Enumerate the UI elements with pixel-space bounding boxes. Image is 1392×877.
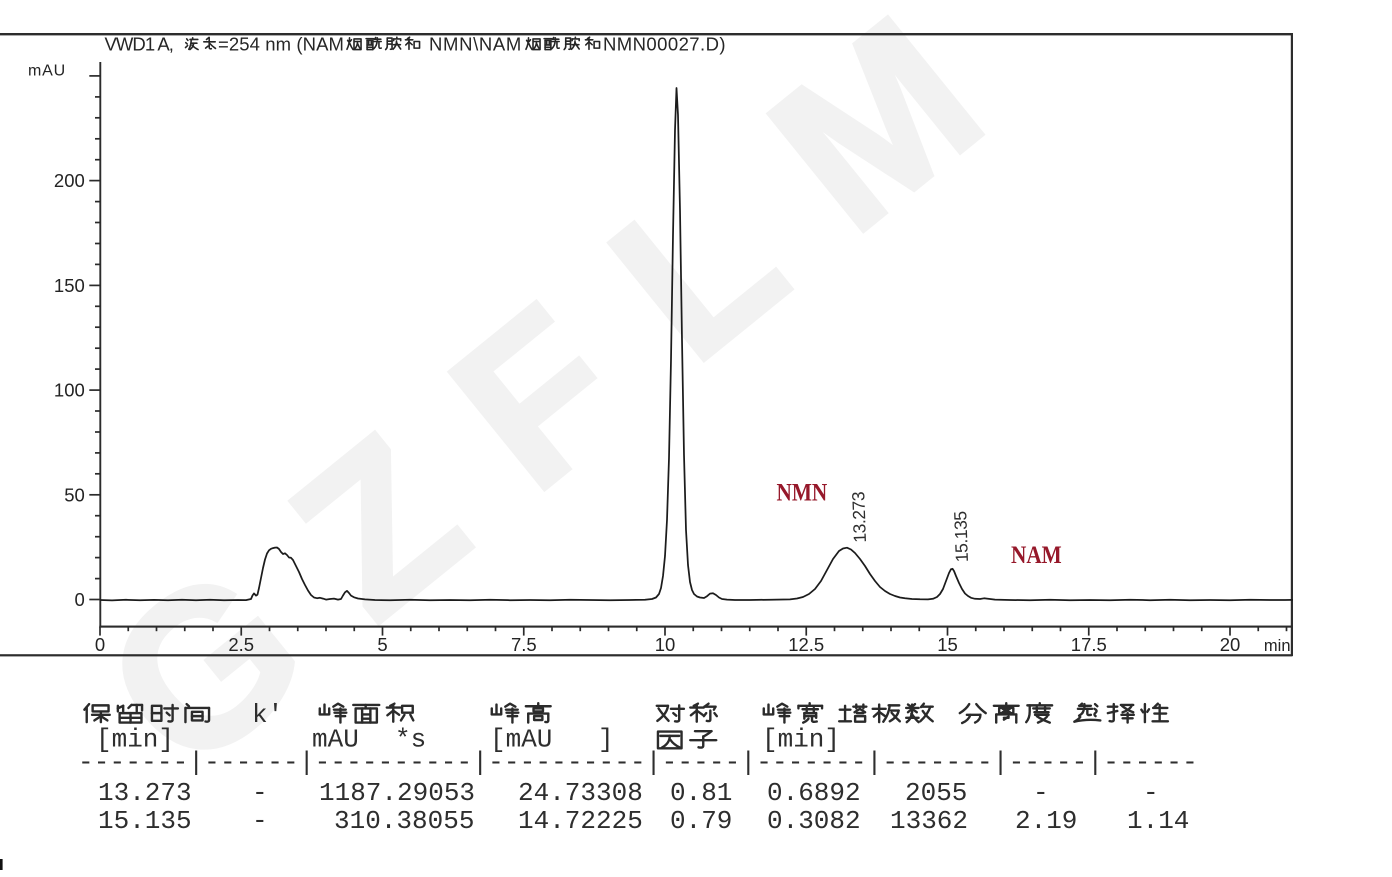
svg-text:[mAU: [mAU xyxy=(490,725,552,755)
svg-text:min: min xyxy=(1264,637,1291,655)
svg-text:10: 10 xyxy=(655,634,676,655)
svg-text:100: 100 xyxy=(54,380,85,401)
svg-text:7.5: 7.5 xyxy=(511,634,537,655)
svg-text:2.19: 2.19 xyxy=(1015,806,1077,836)
svg-text:]: ] xyxy=(598,725,614,755)
svg-text:-: - xyxy=(252,778,268,808)
svg-text:0: 0 xyxy=(75,589,85,610)
svg-text:24.73308: 24.73308 xyxy=(518,778,643,808)
svg-text:20: 20 xyxy=(1220,634,1241,655)
svg-text:200: 200 xyxy=(54,170,85,191)
svg-text:[min]: [min] xyxy=(762,725,840,755)
svg-text:0.81: 0.81 xyxy=(670,778,732,808)
svg-text:0.3082: 0.3082 xyxy=(767,806,861,836)
svg-text:15.135: 15.135 xyxy=(98,806,192,836)
svg-text:NMN: NMN xyxy=(777,479,828,507)
svg-text:13362: 13362 xyxy=(890,806,968,836)
svg-text:5: 5 xyxy=(377,634,387,655)
svg-text:NMN\NAM: NMN\NAM xyxy=(429,34,522,55)
svg-text:0: 0 xyxy=(95,634,105,655)
svg-text:-------|------|----------|----: -------|------|----------|----------|---… xyxy=(78,748,1198,778)
svg-text:15.135: 15.135 xyxy=(950,510,972,562)
svg-text:-: - xyxy=(1033,778,1049,808)
svg-text:2.5: 2.5 xyxy=(228,634,254,655)
svg-text:mAU: mAU xyxy=(28,63,66,80)
svg-text:150: 150 xyxy=(54,275,85,296)
svg-text:13.273: 13.273 xyxy=(98,778,192,808)
svg-text:-: - xyxy=(1143,778,1159,808)
svg-text:50: 50 xyxy=(64,484,85,505)
svg-text:-: - xyxy=(252,806,268,836)
svg-text:[min]: [min] xyxy=(96,725,174,755)
svg-text:*s: *s xyxy=(395,725,426,755)
svg-text:mAU: mAU xyxy=(312,725,359,755)
svg-text:0.79: 0.79 xyxy=(670,806,732,836)
svg-text:1187.29053: 1187.29053 xyxy=(319,778,475,808)
svg-text:0.6892: 0.6892 xyxy=(767,778,861,808)
svg-text:2055: 2055 xyxy=(905,778,967,808)
svg-text:=254 nm (NAM: =254 nm (NAM xyxy=(218,34,344,55)
svg-text:15: 15 xyxy=(937,634,958,655)
svg-text:NMN00027.D): NMN00027.D) xyxy=(603,34,726,55)
svg-text:13.273: 13.273 xyxy=(848,491,870,543)
svg-text:k': k' xyxy=(252,700,283,730)
svg-text:VWD1 A,: VWD1 A, xyxy=(105,34,173,55)
svg-text:17.5: 17.5 xyxy=(1071,634,1107,655)
svg-text:12.5: 12.5 xyxy=(788,634,824,655)
svg-text:310.38055: 310.38055 xyxy=(334,806,474,836)
svg-text:14.72225: 14.72225 xyxy=(518,806,643,836)
svg-text:1.14: 1.14 xyxy=(1127,806,1189,836)
svg-text:NAM: NAM xyxy=(1011,541,1062,569)
